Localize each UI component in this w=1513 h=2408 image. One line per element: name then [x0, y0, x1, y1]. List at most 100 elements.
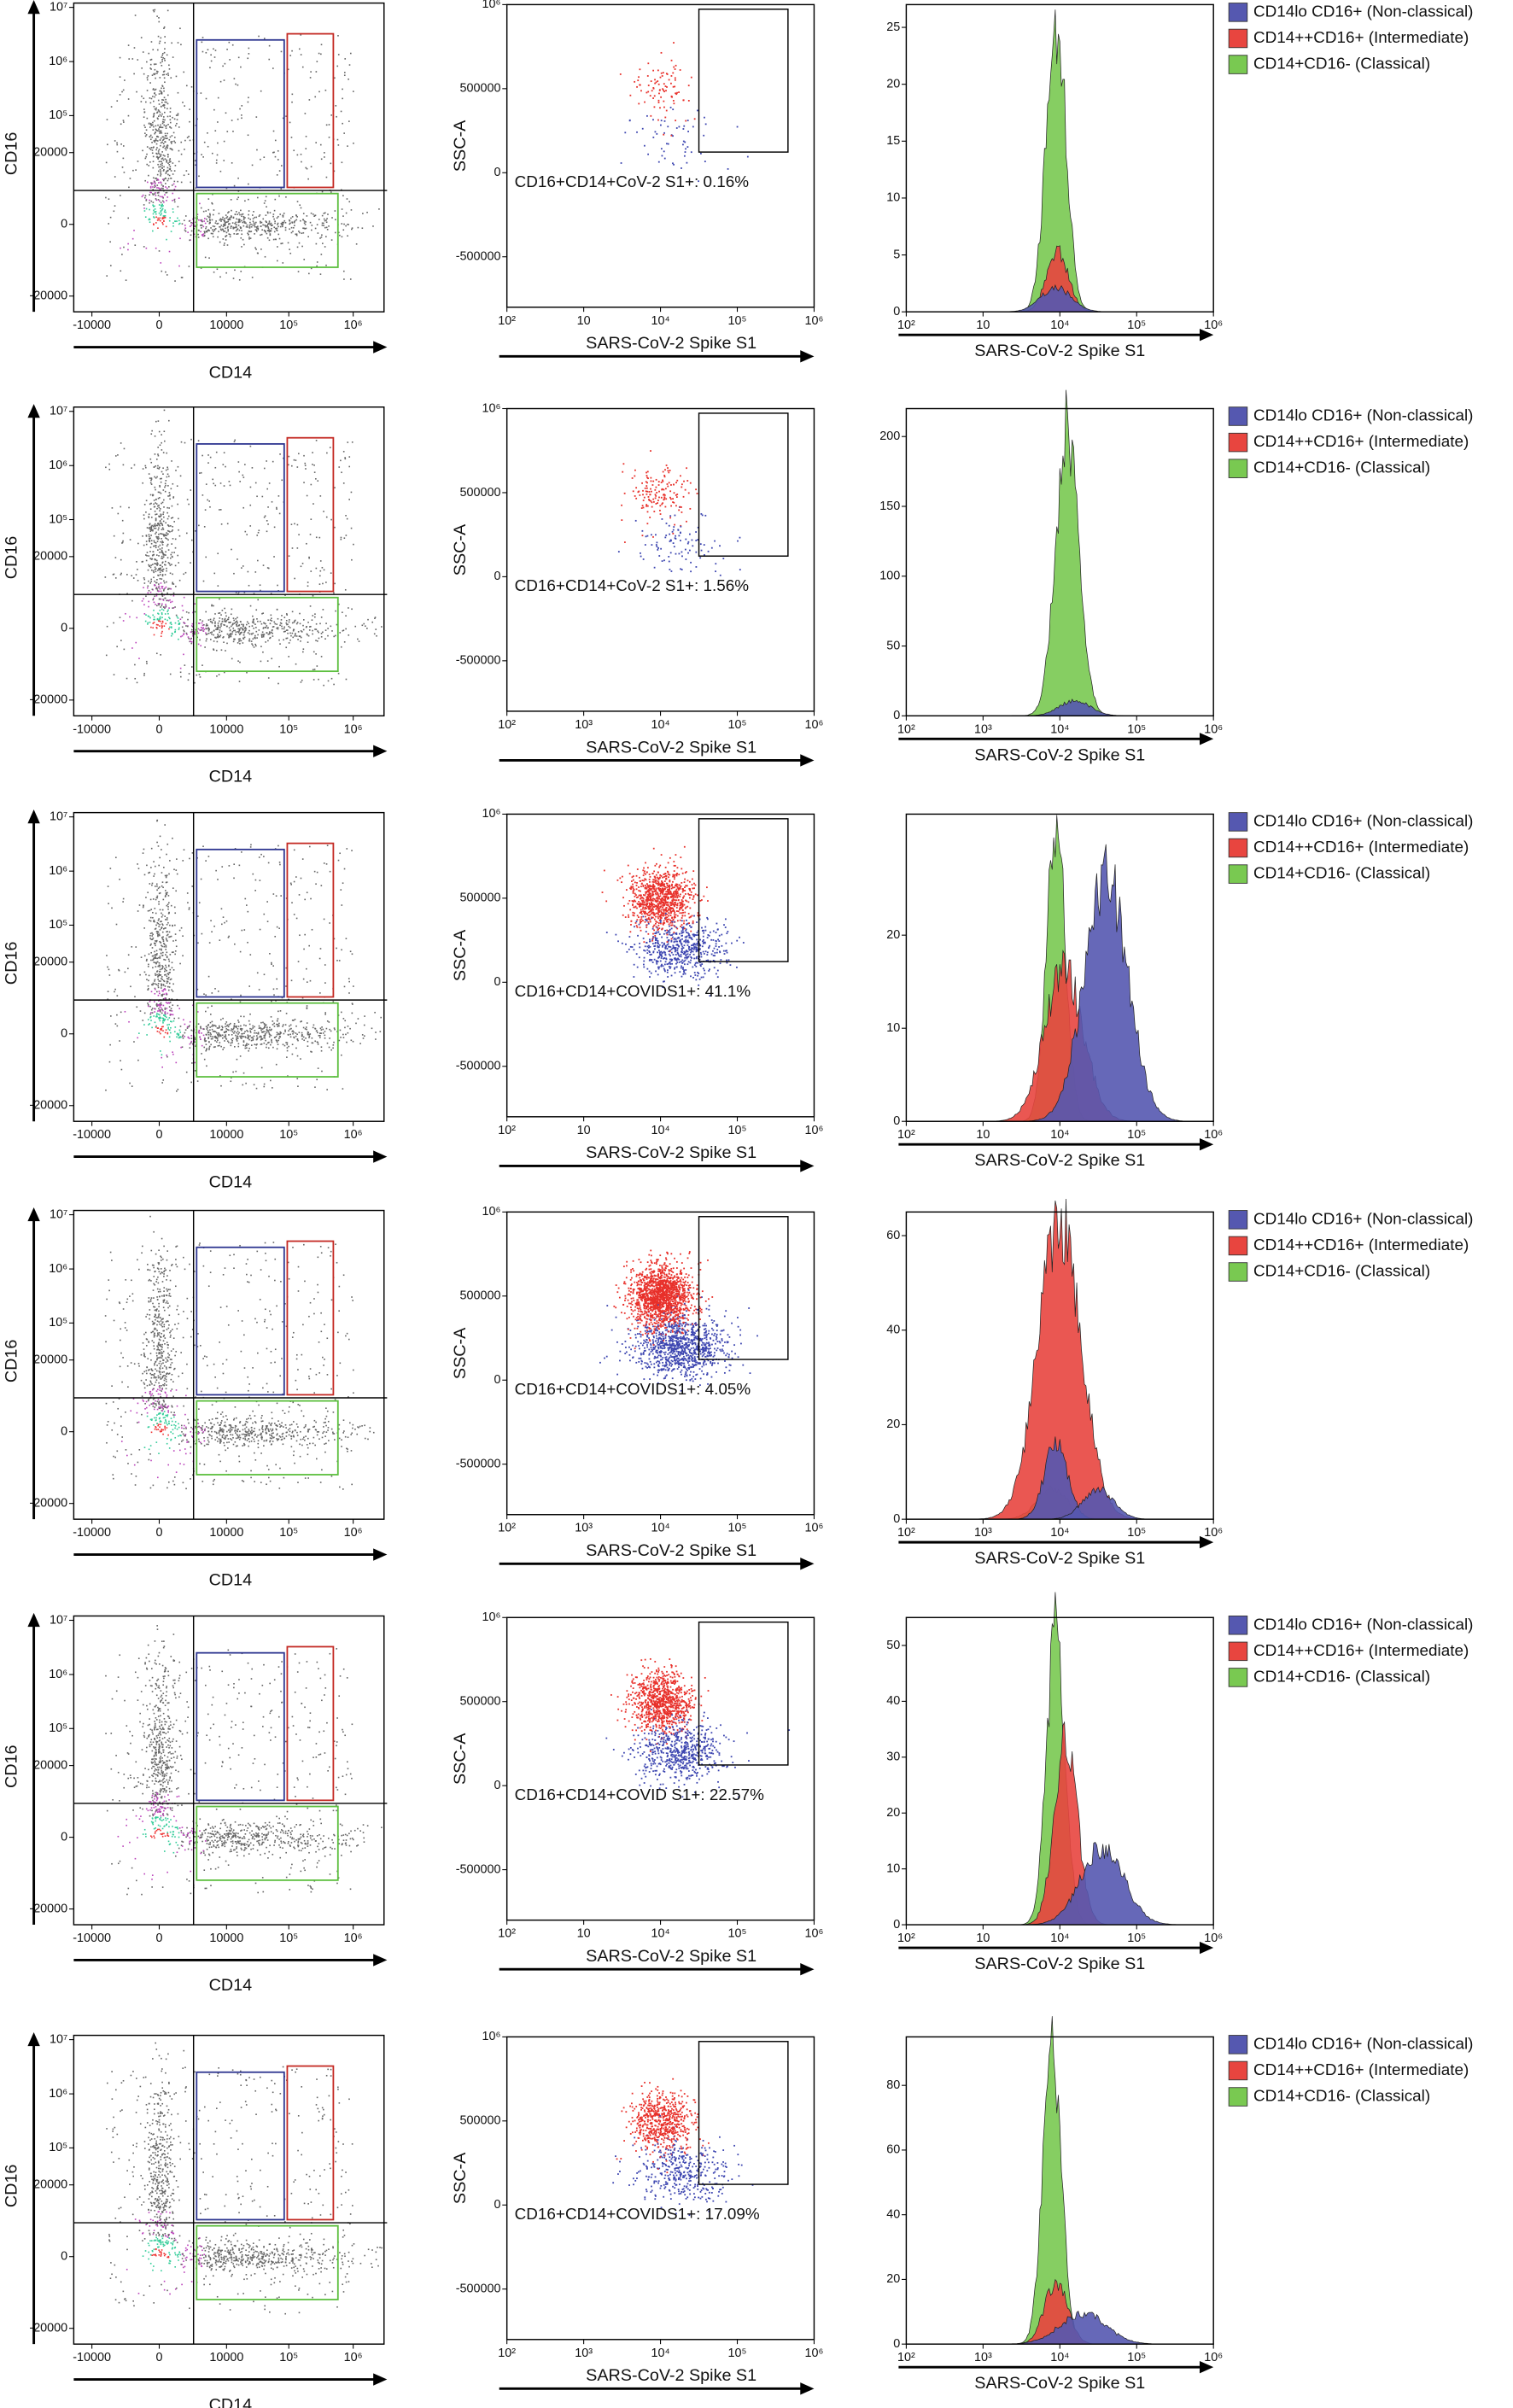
- event-dot: [659, 107, 661, 109]
- event-dot: [292, 636, 295, 639]
- event-dot: [171, 552, 173, 553]
- event-dot: [671, 921, 674, 924]
- event-dot: [314, 1040, 316, 1043]
- event-dot: [242, 1044, 245, 1046]
- event-dot: [170, 77, 172, 79]
- event-dot: [170, 488, 172, 490]
- event-dot: [150, 847, 153, 850]
- event-dot: [167, 964, 170, 967]
- event-dot: [283, 639, 284, 641]
- event-dot: [271, 961, 272, 964]
- event-dot: [143, 955, 146, 957]
- event-dot: [659, 124, 662, 126]
- event-dot: [330, 114, 332, 116]
- event-dot: [108, 468, 111, 470]
- event-dot: [342, 97, 343, 100]
- event-dot: [690, 561, 692, 564]
- event-dot: [341, 949, 342, 951]
- event-dot: [146, 61, 148, 63]
- event-dot: [161, 207, 164, 210]
- event-dot: [225, 1026, 226, 1028]
- x-tick-label: -10000: [73, 319, 111, 332]
- event-dot: [320, 236, 323, 238]
- event-dot: [327, 634, 329, 637]
- event-dot: [375, 1038, 377, 1040]
- event-dot: [161, 937, 163, 938]
- event-dot: [221, 923, 223, 926]
- event-dot: [219, 241, 221, 243]
- event-dot: [176, 119, 178, 120]
- event-dot: [116, 1025, 119, 1027]
- event-dot: [122, 120, 125, 121]
- event-dot: [698, 915, 701, 916]
- event-dot: [161, 64, 163, 67]
- event-dot: [653, 875, 656, 878]
- x-tick-label: 10⁶: [804, 314, 823, 328]
- event-dot: [159, 40, 161, 43]
- event-dot: [149, 202, 150, 204]
- event-dot: [296, 523, 299, 526]
- event-dot: [201, 154, 202, 155]
- event-dot: [170, 517, 172, 519]
- event-dot: [143, 111, 146, 114]
- event-dot: [161, 208, 163, 211]
- event-dot: [343, 132, 345, 134]
- event-dot: [635, 497, 638, 500]
- event-dot: [151, 1026, 153, 1029]
- plot-frame: [505, 407, 815, 712]
- event-dot: [268, 1036, 271, 1038]
- event-dot: [271, 658, 273, 660]
- event-dot: [687, 541, 690, 543]
- event-dot: [324, 1012, 327, 1014]
- event-dot: [259, 928, 261, 931]
- event-dot: [166, 153, 169, 155]
- event-dot: [203, 1046, 206, 1049]
- event-dot: [254, 623, 256, 625]
- event-dot: [276, 1032, 278, 1034]
- event-dot: [260, 1038, 262, 1041]
- event-dot: [155, 940, 158, 943]
- event-dot: [646, 535, 649, 537]
- event-dot: [324, 226, 326, 229]
- event-dot: [153, 63, 155, 65]
- event-dot: [159, 486, 161, 488]
- event-dot: [157, 170, 160, 172]
- event-dot: [156, 187, 158, 189]
- event-dot: [242, 1036, 244, 1037]
- event-dot: [619, 73, 622, 75]
- event-dot: [160, 1002, 162, 1004]
- event-dot: [341, 208, 343, 210]
- event-dot: [236, 1025, 237, 1027]
- event-dot: [213, 209, 215, 211]
- event-dot: [145, 155, 147, 158]
- event-dot: [178, 219, 180, 222]
- event-dot: [340, 538, 342, 541]
- event-dot: [205, 227, 207, 230]
- event-dot: [172, 225, 174, 227]
- event-dot: [168, 587, 171, 590]
- event-dot: [152, 167, 155, 169]
- event-dot: [712, 930, 715, 932]
- x-tick-label: 10²: [498, 314, 516, 328]
- event-dot: [166, 843, 169, 845]
- event-dot: [159, 956, 161, 957]
- event-dot: [242, 634, 245, 636]
- event-dot: [374, 617, 376, 620]
- event-dot: [270, 1034, 272, 1037]
- event-dot: [281, 997, 283, 999]
- histogram-panel: CD14lo CD16+ (Non-classical)CD14++CD16+ …: [886, 3, 1473, 360]
- event-dot: [155, 156, 158, 158]
- event-dot: [252, 1025, 254, 1027]
- event-dot: [160, 952, 162, 955]
- event-dot: [185, 170, 188, 172]
- event-dot: [659, 918, 662, 921]
- event-dot: [108, 903, 109, 905]
- event-dot: [218, 1027, 220, 1029]
- event-dot: [224, 220, 225, 223]
- event-dot: [161, 1082, 164, 1084]
- event-dot: [286, 1047, 289, 1049]
- event-dot: [647, 62, 650, 65]
- event-dot: [252, 615, 254, 617]
- event-dot: [154, 186, 155, 189]
